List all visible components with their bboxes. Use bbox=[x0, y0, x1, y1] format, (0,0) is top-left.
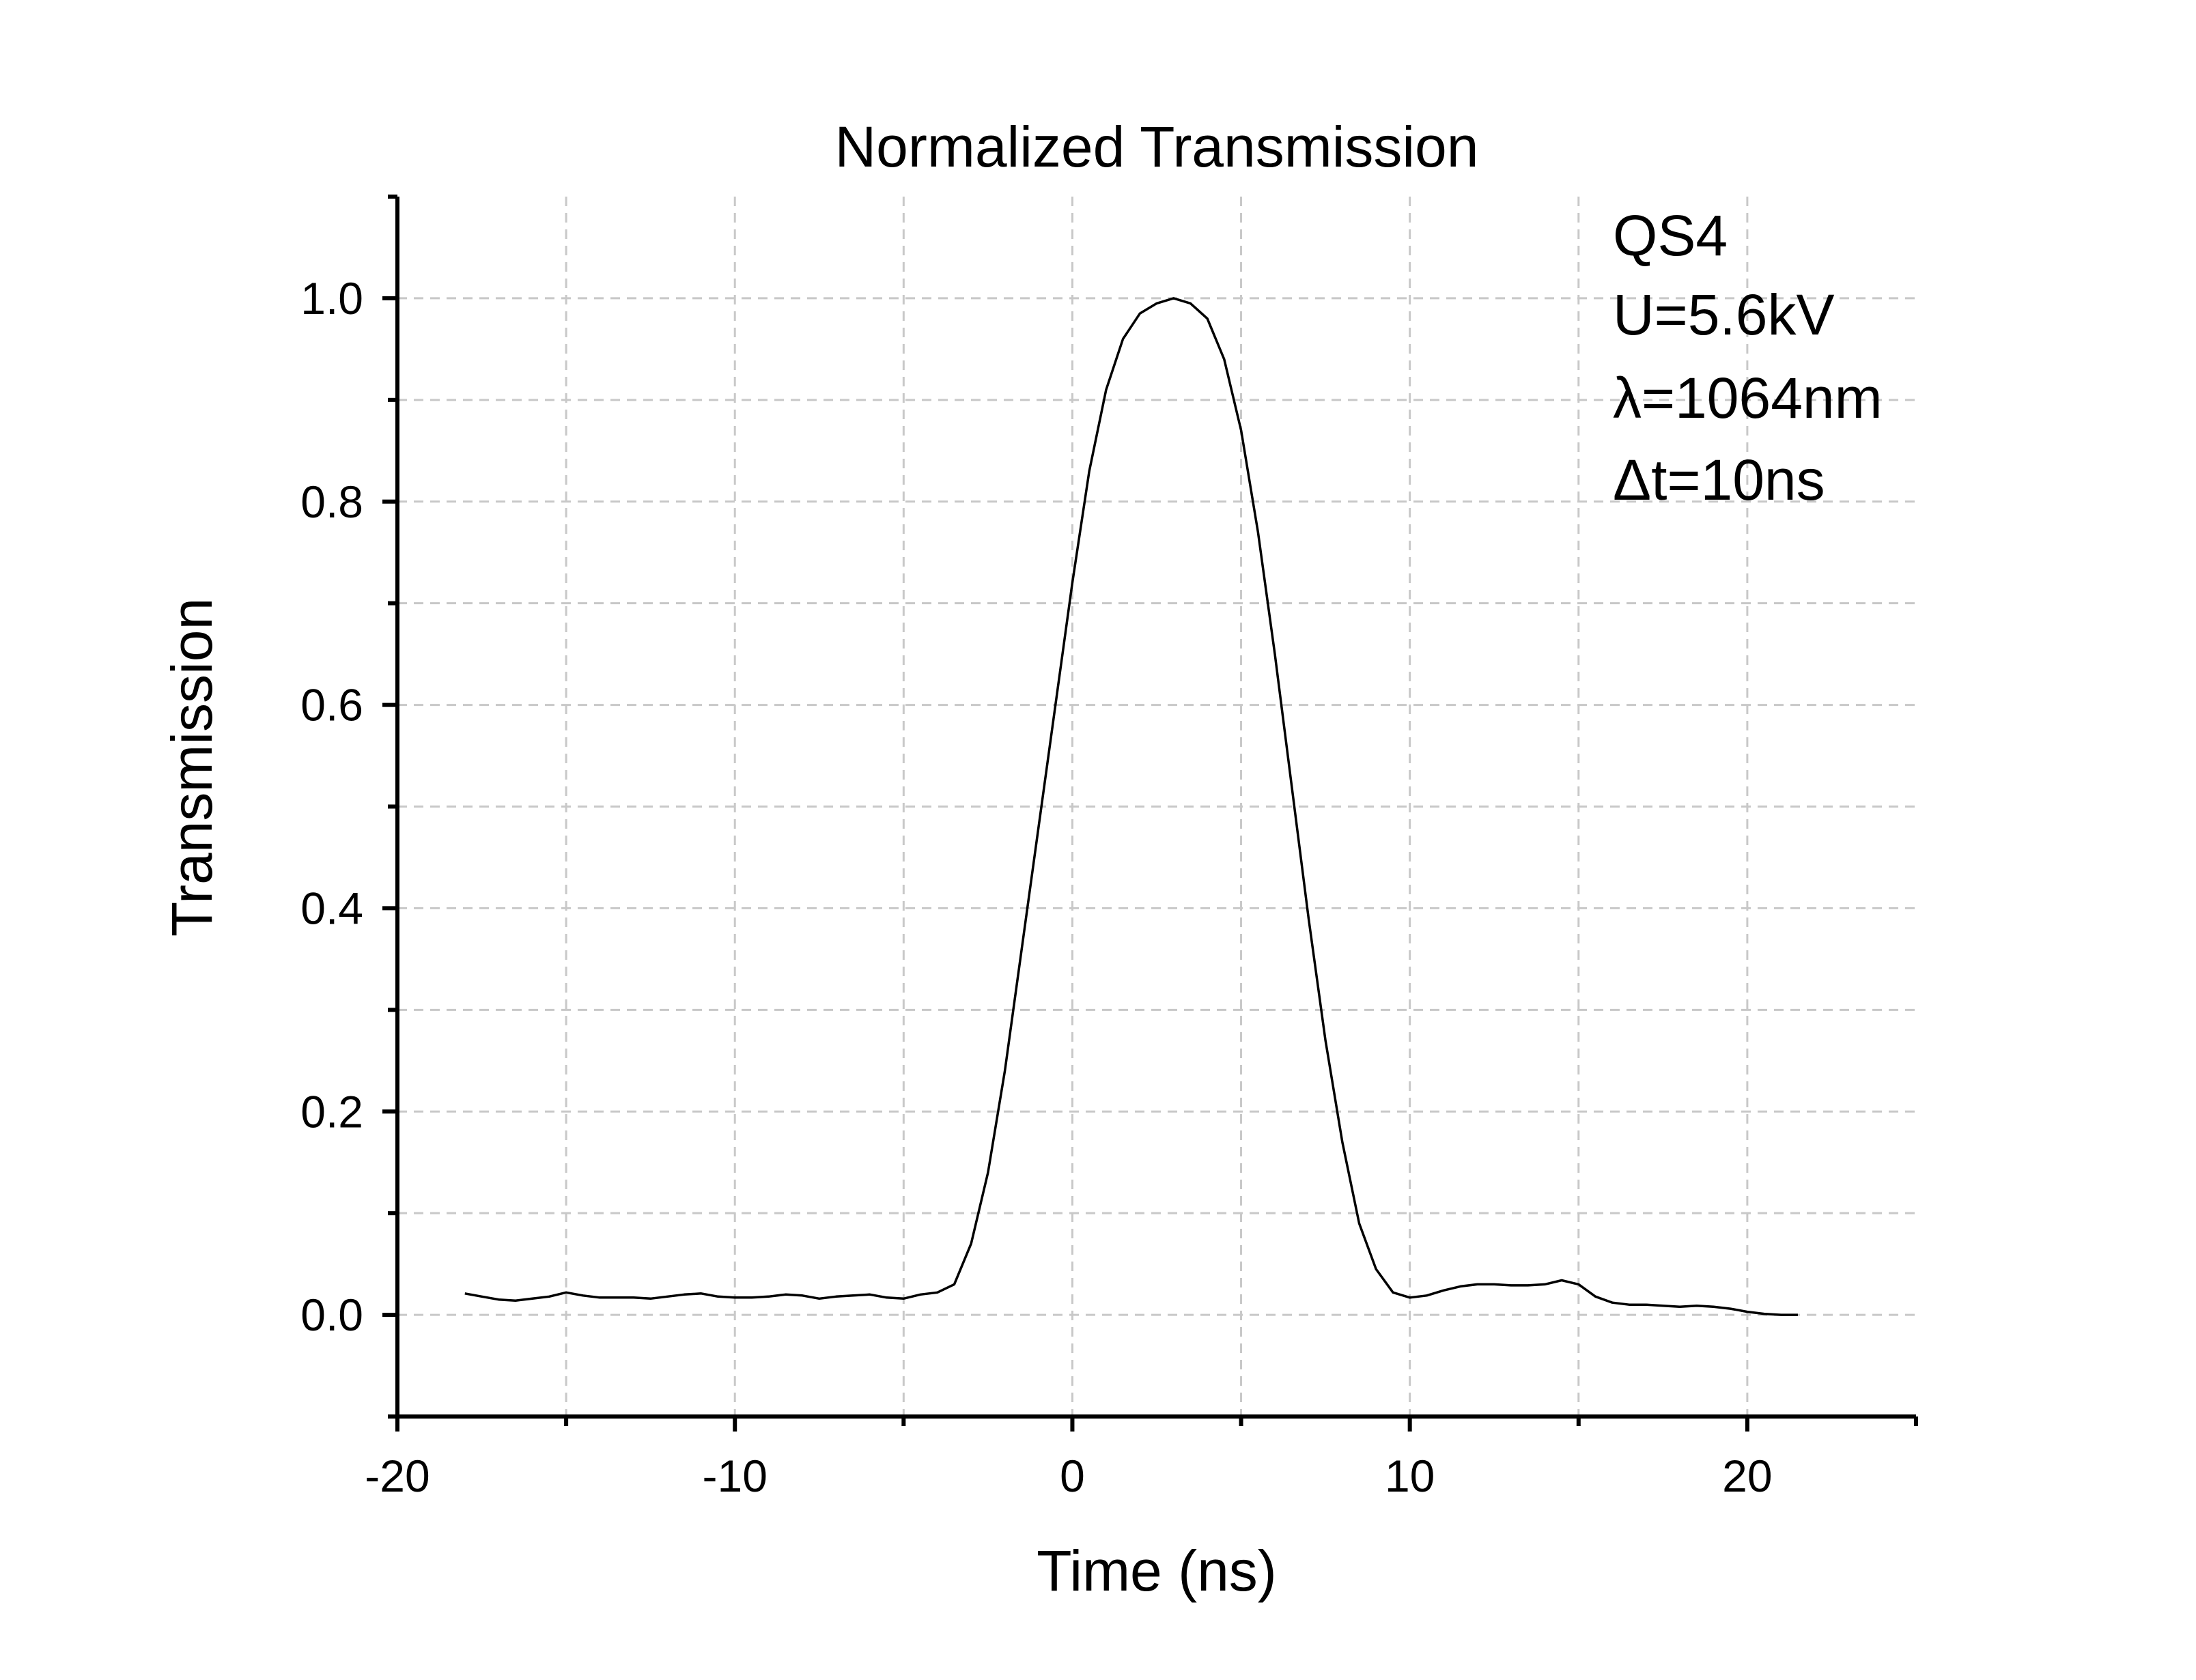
x-axis-title: Time (ns) bbox=[1037, 1539, 1277, 1603]
x-tick-label: 10 bbox=[1385, 1451, 1435, 1501]
annotation-block: QS4 U=5.6kV λ=1064nm Δt=10ns bbox=[1613, 203, 1883, 512]
annotation-line: λ=1064nm bbox=[1613, 366, 1883, 430]
x-tick-label: -20 bbox=[365, 1451, 430, 1501]
annotation-line: U=5.6kV bbox=[1613, 283, 1835, 347]
y-tick-label: 0.0 bbox=[300, 1290, 363, 1340]
x-tick-label: -10 bbox=[703, 1451, 768, 1501]
grid bbox=[397, 197, 1916, 1416]
series-line bbox=[464, 297, 1798, 1316]
y-axis-title: Transmission bbox=[160, 598, 224, 937]
y-tick-label: 0.6 bbox=[300, 680, 363, 730]
annotation-line: QS4 bbox=[1613, 203, 1728, 268]
series-layer bbox=[464, 297, 1798, 1316]
annotation-line: Δt=10ns bbox=[1613, 448, 1825, 512]
x-tick-label: 20 bbox=[1722, 1451, 1772, 1501]
ticks: -20 -10 0 10 20 0.0 0.2 0.4 0.6 0.8 1.0 bbox=[300, 195, 1918, 1501]
chart-title: Normalized Transmission bbox=[835, 115, 1479, 179]
y-tick-label: 1.0 bbox=[300, 273, 363, 324]
x-tick-label: 0 bbox=[1060, 1451, 1085, 1501]
y-tick-label: 0.8 bbox=[300, 476, 363, 527]
y-tick-label: 0.2 bbox=[300, 1086, 363, 1137]
y-tick-label: 0.4 bbox=[300, 883, 363, 933]
